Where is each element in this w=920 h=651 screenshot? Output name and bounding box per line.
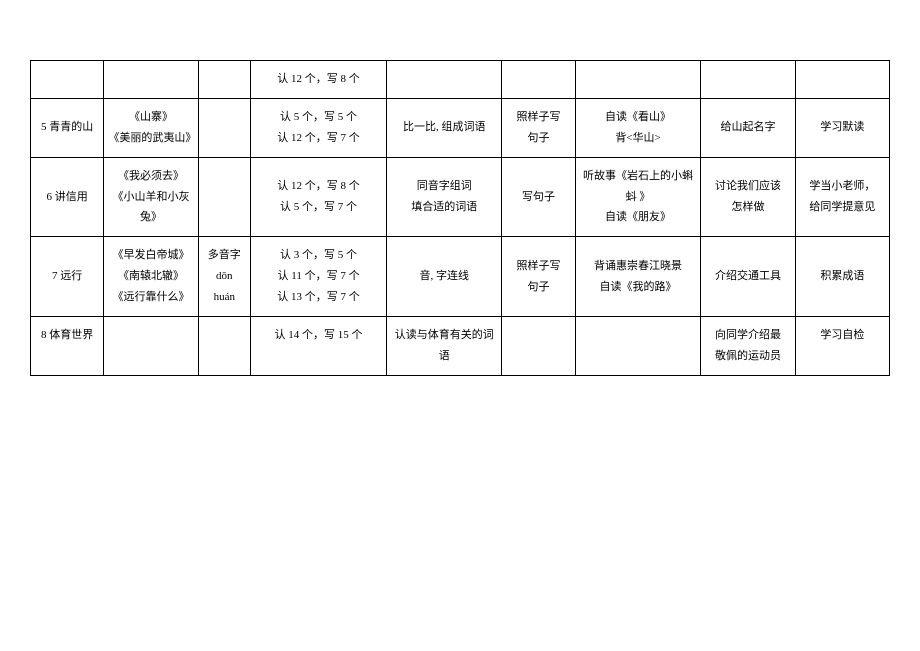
cell <box>198 61 250 99</box>
cell-unit: 7 远行 <box>31 237 104 317</box>
cell: 背诵惠崇春江晓景 自读《我的路》 <box>575 237 701 317</box>
cell <box>198 157 250 237</box>
cell: 多音字 dōn huán <box>198 237 250 317</box>
cell: 学当小老师， 给同学提意见 <box>795 157 889 237</box>
table-row: 6 讲信用 《我必须去》 《小山羊和小灰兔》 认 12 个，写 8 个 认 5 … <box>31 157 890 237</box>
cell <box>795 61 889 99</box>
cell: 向同学介绍最 敬佩的运动员 <box>701 317 795 376</box>
cell <box>701 61 795 99</box>
cell <box>387 61 502 99</box>
table-row: 认 12 个，写 8 个 <box>31 61 890 99</box>
cell: 写句子 <box>502 157 575 237</box>
curriculum-table: 认 12 个，写 8 个 5 青青的山 《山寨》 《美丽的武夷山》 认 5 个，… <box>30 60 890 376</box>
cell <box>575 61 701 99</box>
cell: 照样子写 句子 <box>502 237 575 317</box>
cell <box>104 317 198 376</box>
cell: 《我必须去》 《小山羊和小灰兔》 <box>104 157 198 237</box>
cell: 听故事《岩石上的小蝌蚪 》 自读《朋友》 <box>575 157 701 237</box>
cell-unit: 6 讲信用 <box>31 157 104 237</box>
table-row: 8 体育世界 认 14 个，写 15 个 认读与体育有关的词 语 向同学介绍最 … <box>31 317 890 376</box>
cell: 积累成语 <box>795 237 889 317</box>
cell: 认 12 个，写 8 个 认 5 个，写 7 个 <box>250 157 386 237</box>
cell: 自读《看山》 背<华山> <box>575 98 701 157</box>
cell: 介绍交通工具 <box>701 237 795 317</box>
cell: 认读与体育有关的词 语 <box>387 317 502 376</box>
cell: 认 3 个，写 5 个 认 11 个，写 7 个 认 13 个，写 7 个 <box>250 237 386 317</box>
cell: 比一比, 组成词语 <box>387 98 502 157</box>
table-row: 5 青青的山 《山寨》 《美丽的武夷山》 认 5 个，写 5 个 认 12 个，… <box>31 98 890 157</box>
cell <box>104 61 198 99</box>
cell: 认 12 个，写 8 个 <box>250 61 386 99</box>
cell <box>198 98 250 157</box>
cell: 同音字组词 填合适的词语 <box>387 157 502 237</box>
cell: 照样子写 句子 <box>502 98 575 157</box>
cell <box>502 61 575 99</box>
cell: 认 14 个，写 15 个 <box>250 317 386 376</box>
cell-unit: 8 体育世界 <box>31 317 104 376</box>
cell: 给山起名字 <box>701 98 795 157</box>
cell: 讨论我们应该 怎样做 <box>701 157 795 237</box>
cell-unit: 5 青青的山 <box>31 98 104 157</box>
cell: 学习默读 <box>795 98 889 157</box>
cell: 认 5 个，写 5 个 认 12 个，写 7 个 <box>250 98 386 157</box>
cell <box>31 61 104 99</box>
cell: 《早发白帝城》 《南辕北辙》 《远行靠什么》 <box>104 237 198 317</box>
cell: 学习自检 <box>795 317 889 376</box>
cell: 《山寨》 《美丽的武夷山》 <box>104 98 198 157</box>
cell: 音, 字连线 <box>387 237 502 317</box>
table-row: 7 远行 《早发白帝城》 《南辕北辙》 《远行靠什么》 多音字 dōn huán… <box>31 237 890 317</box>
cell <box>198 317 250 376</box>
cell <box>502 317 575 376</box>
cell <box>575 317 701 376</box>
